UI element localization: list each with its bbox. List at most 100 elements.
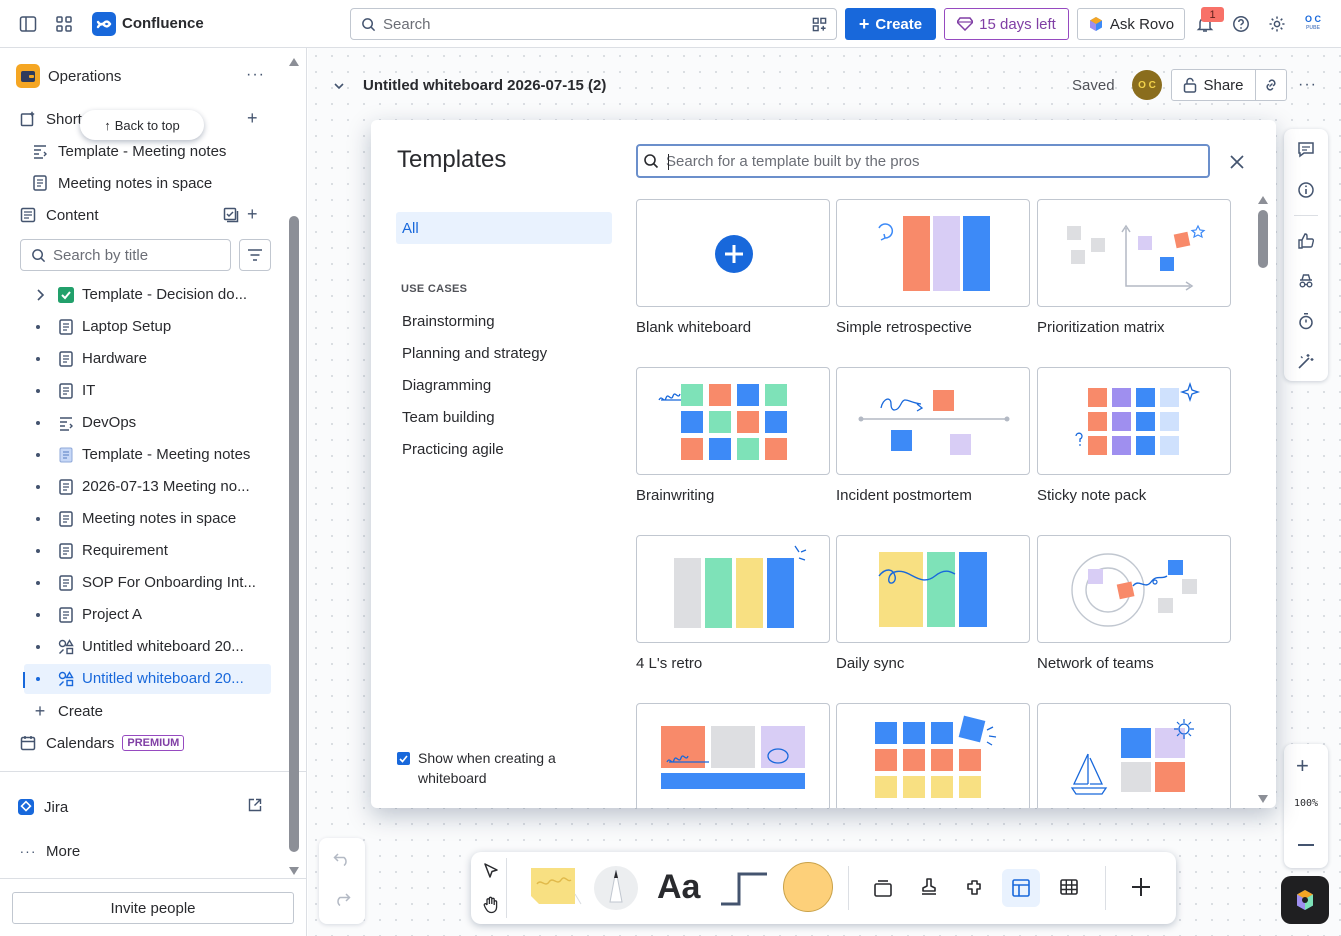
- create-page-button[interactable]: + Create: [32, 699, 103, 723]
- template-card-blank-whiteboard[interactable]: Blank whiteboard: [636, 199, 830, 336]
- sidebar-tree-item[interactable]: Untitled whiteboard 20...: [24, 664, 271, 694]
- help-icon[interactable]: [1229, 12, 1253, 36]
- global-search-input[interactable]: Search: [350, 8, 837, 40]
- add-content-plus-icon[interactable]: +: [247, 204, 258, 224]
- more-link[interactable]: ··· More: [19, 842, 81, 860]
- thumbs-up-icon[interactable]: [1296, 231, 1316, 251]
- sidebar-tree-item[interactable]: 2026-07-13 Meeting no...: [24, 472, 271, 502]
- template-card-simple-retrospective[interactable]: Simple retrospective: [836, 199, 1030, 336]
- space-more-actions-icon[interactable]: ···: [246, 66, 265, 83]
- sticky-note-tool-icon[interactable]: [529, 864, 583, 915]
- template-card-brainwriting[interactable]: Brainwriting: [636, 367, 830, 504]
- frame-tool-icon[interactable]: [873, 878, 893, 901]
- product-name[interactable]: Confluence: [122, 15, 204, 32]
- share-button[interactable]: Share: [1171, 69, 1256, 101]
- zoom-out-minus-icon[interactable]: [1298, 844, 1314, 846]
- templates-scrollbar[interactable]: [1258, 210, 1268, 268]
- external-link-icon[interactable]: [248, 798, 262, 815]
- stamp-tool-icon[interactable]: [919, 877, 939, 900]
- template-search-input[interactable]: Search for a template built by the pros: [636, 144, 1210, 178]
- sidebar-tree-item[interactable]: Template - Meeting notes: [24, 440, 271, 470]
- template-card-network-of-teams[interactable]: Network of teams: [1037, 535, 1231, 672]
- hand-pan-icon[interactable]: [482, 896, 500, 917]
- sidebar-toggle-icon[interactable]: [16, 12, 40, 36]
- rovo-chat-button[interactable]: [1281, 876, 1329, 924]
- more-options-icon[interactable]: ···: [1298, 76, 1317, 93]
- checkbox-checked-icon[interactable]: [397, 752, 410, 765]
- category-planning-and-strategy[interactable]: Planning and strategy: [402, 345, 548, 362]
- template-card-prioritization-matrix[interactable]: Prioritization matrix: [1037, 199, 1231, 336]
- category-practicing-agile[interactable]: Practicing agile: [402, 441, 504, 458]
- timer-icon[interactable]: [1296, 311, 1316, 331]
- table-tool-icon[interactable]: [1059, 877, 1079, 900]
- trial-days-button[interactable]: 15 days left: [944, 8, 1069, 40]
- category-diagramming[interactable]: Diagramming: [402, 377, 492, 394]
- ask-rovo-button[interactable]: Ask Rovo: [1077, 8, 1185, 40]
- chevron-right-icon[interactable]: [34, 288, 46, 306]
- sidebar-tree-item[interactable]: SOP For Onboarding Int...: [24, 568, 271, 598]
- collapse-chevron-icon[interactable]: [333, 79, 345, 95]
- comment-icon[interactable]: [1296, 140, 1316, 160]
- space-header[interactable]: Operations: [16, 64, 121, 88]
- category-brainstorming[interactable]: Brainstorming: [402, 313, 495, 330]
- more-tools-plus-icon[interactable]: [1130, 876, 1152, 901]
- shortcut-item[interactable]: Template - Meeting notes: [32, 139, 226, 163]
- template-card-daily-sync[interactable]: Daily sync: [836, 535, 1030, 672]
- calendars-item[interactable]: Calendars PREMIUM: [20, 731, 185, 755]
- template-card[interactable]: [636, 703, 830, 808]
- category-all[interactable]: All: [396, 212, 612, 244]
- templates-tool-button[interactable]: [1002, 869, 1040, 907]
- undo-icon[interactable]: [333, 852, 351, 869]
- whiteboard-title[interactable]: Untitled whiteboard 2026-07-15 (2): [363, 77, 607, 94]
- sidebar-tree-item[interactable]: Requirement: [24, 536, 271, 566]
- settings-gear-icon[interactable]: [1265, 12, 1289, 36]
- pen-tool-icon[interactable]: [592, 864, 640, 915]
- sidebar-tree-item[interactable]: Hardware: [24, 344, 271, 374]
- info-icon[interactable]: [1296, 180, 1316, 200]
- sidebar-tree-item[interactable]: Untitled whiteboard 20...: [24, 632, 271, 662]
- zoom-in-plus-icon[interactable]: +: [1296, 753, 1309, 778]
- template-card-4ls-retro[interactable]: 4 L's retro: [636, 535, 830, 672]
- copy-link-button[interactable]: [1255, 69, 1287, 101]
- category-team-building[interactable]: Team building: [402, 409, 495, 426]
- apps-puzzle-icon[interactable]: [965, 877, 985, 900]
- select-cursor-icon[interactable]: [482, 862, 500, 883]
- magic-wand-icon[interactable]: [1296, 351, 1316, 371]
- sidebar-tree-item[interactable]: Laptop Setup: [24, 312, 271, 342]
- scroll-down-arrow-icon[interactable]: [288, 863, 300, 879]
- create-button[interactable]: + Create: [845, 8, 936, 40]
- app-switcher-icon[interactable]: [52, 12, 76, 36]
- tree-filter-button[interactable]: [239, 239, 271, 271]
- collaborator-avatar[interactable]: O C: [1132, 70, 1162, 100]
- user-avatar[interactable]: O C PUBE: [1304, 14, 1321, 32]
- confluence-logo-icon[interactable]: [92, 12, 116, 36]
- sidebar-tree-item[interactable]: Project A: [24, 600, 271, 630]
- back-to-top-button[interactable]: ↑ Back to top: [80, 110, 204, 140]
- scroll-up-arrow-icon[interactable]: [288, 54, 300, 70]
- redo-icon[interactable]: [333, 892, 351, 909]
- template-card[interactable]: [1037, 703, 1231, 808]
- sidebar-tree-item[interactable]: IT: [24, 376, 271, 406]
- add-shortcut-plus-icon[interactable]: +: [247, 108, 258, 128]
- anonymous-icon[interactable]: [1296, 271, 1316, 291]
- scroll-down-arrow-icon[interactable]: [1257, 791, 1269, 807]
- sidebar-tree-item[interactable]: Meeting notes in space: [24, 504, 271, 534]
- search-filter-icon[interactable]: [812, 17, 827, 32]
- shortcut-item[interactable]: Meeting notes in space: [32, 171, 212, 195]
- sidebar-scrollbar[interactable]: [289, 216, 299, 852]
- close-icon[interactable]: [1227, 152, 1247, 172]
- connector-tool-icon[interactable]: [719, 870, 769, 909]
- search-by-title-input[interactable]: Search by title: [20, 239, 231, 271]
- template-card[interactable]: [836, 703, 1030, 808]
- text-tool[interactable]: Aa: [657, 868, 701, 906]
- show-when-creating-checkbox[interactable]: Show when creating a whiteboard: [397, 748, 597, 788]
- invite-people-button[interactable]: Invite people: [12, 892, 294, 924]
- jira-link[interactable]: Jira: [18, 795, 68, 819]
- template-card-incident-postmortem[interactable]: Incident postmortem: [836, 367, 1030, 504]
- shortcuts-section[interactable]: Short: [20, 107, 82, 131]
- content-section[interactable]: Content: [20, 203, 99, 227]
- sidebar-tree-item[interactable]: DevOps: [24, 408, 271, 438]
- shape-tool-circle[interactable]: [783, 862, 833, 912]
- sidebar-tree-item[interactable]: Template - Decision do...: [24, 280, 271, 310]
- scroll-up-arrow-icon[interactable]: [1257, 192, 1269, 208]
